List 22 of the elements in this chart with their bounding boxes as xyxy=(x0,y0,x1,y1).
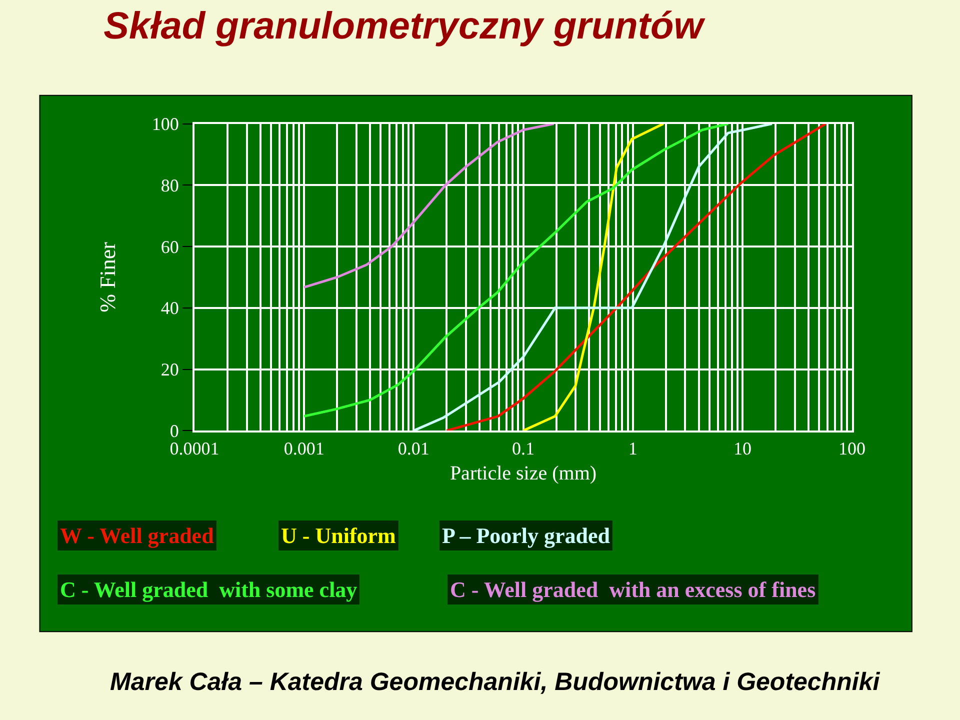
x-axis-title: Particle size (mm) xyxy=(450,462,597,484)
text: W - Well graded xyxy=(60,523,214,548)
x-tick-label: 1 xyxy=(628,438,638,458)
text: U - Uniform xyxy=(281,523,396,548)
y-tick-label: 40 xyxy=(160,298,179,318)
x-tick-label: 0.01 xyxy=(398,438,430,458)
text: Marek Cała – Katedra Geomechaniki, Budownictwa i Geotechniki xyxy=(110,668,881,696)
y-tick-label: 60 xyxy=(160,236,179,257)
y-tick-label: 80 xyxy=(160,175,179,196)
text: C - Well graded with some clay xyxy=(60,577,358,602)
y-tick-label: 0 xyxy=(170,421,179,441)
x-tick-label: 10 xyxy=(733,438,752,458)
chart-title: Skład granulometryczny gruntów xyxy=(104,6,706,48)
y-axis-title: % Finer xyxy=(95,241,120,312)
text: C - Well graded with an excess of fines xyxy=(450,577,816,602)
text: P – Poorly graded xyxy=(442,523,610,548)
x-tick-label: 100 xyxy=(838,438,866,458)
x-tick-label: 0.001 xyxy=(284,438,324,458)
y-tick-label: 20 xyxy=(160,360,179,380)
y-tick-label: 100 xyxy=(152,114,179,134)
x-tick-label: 0.1 xyxy=(512,438,535,458)
x-tick-label: 0.0001 xyxy=(170,438,220,458)
